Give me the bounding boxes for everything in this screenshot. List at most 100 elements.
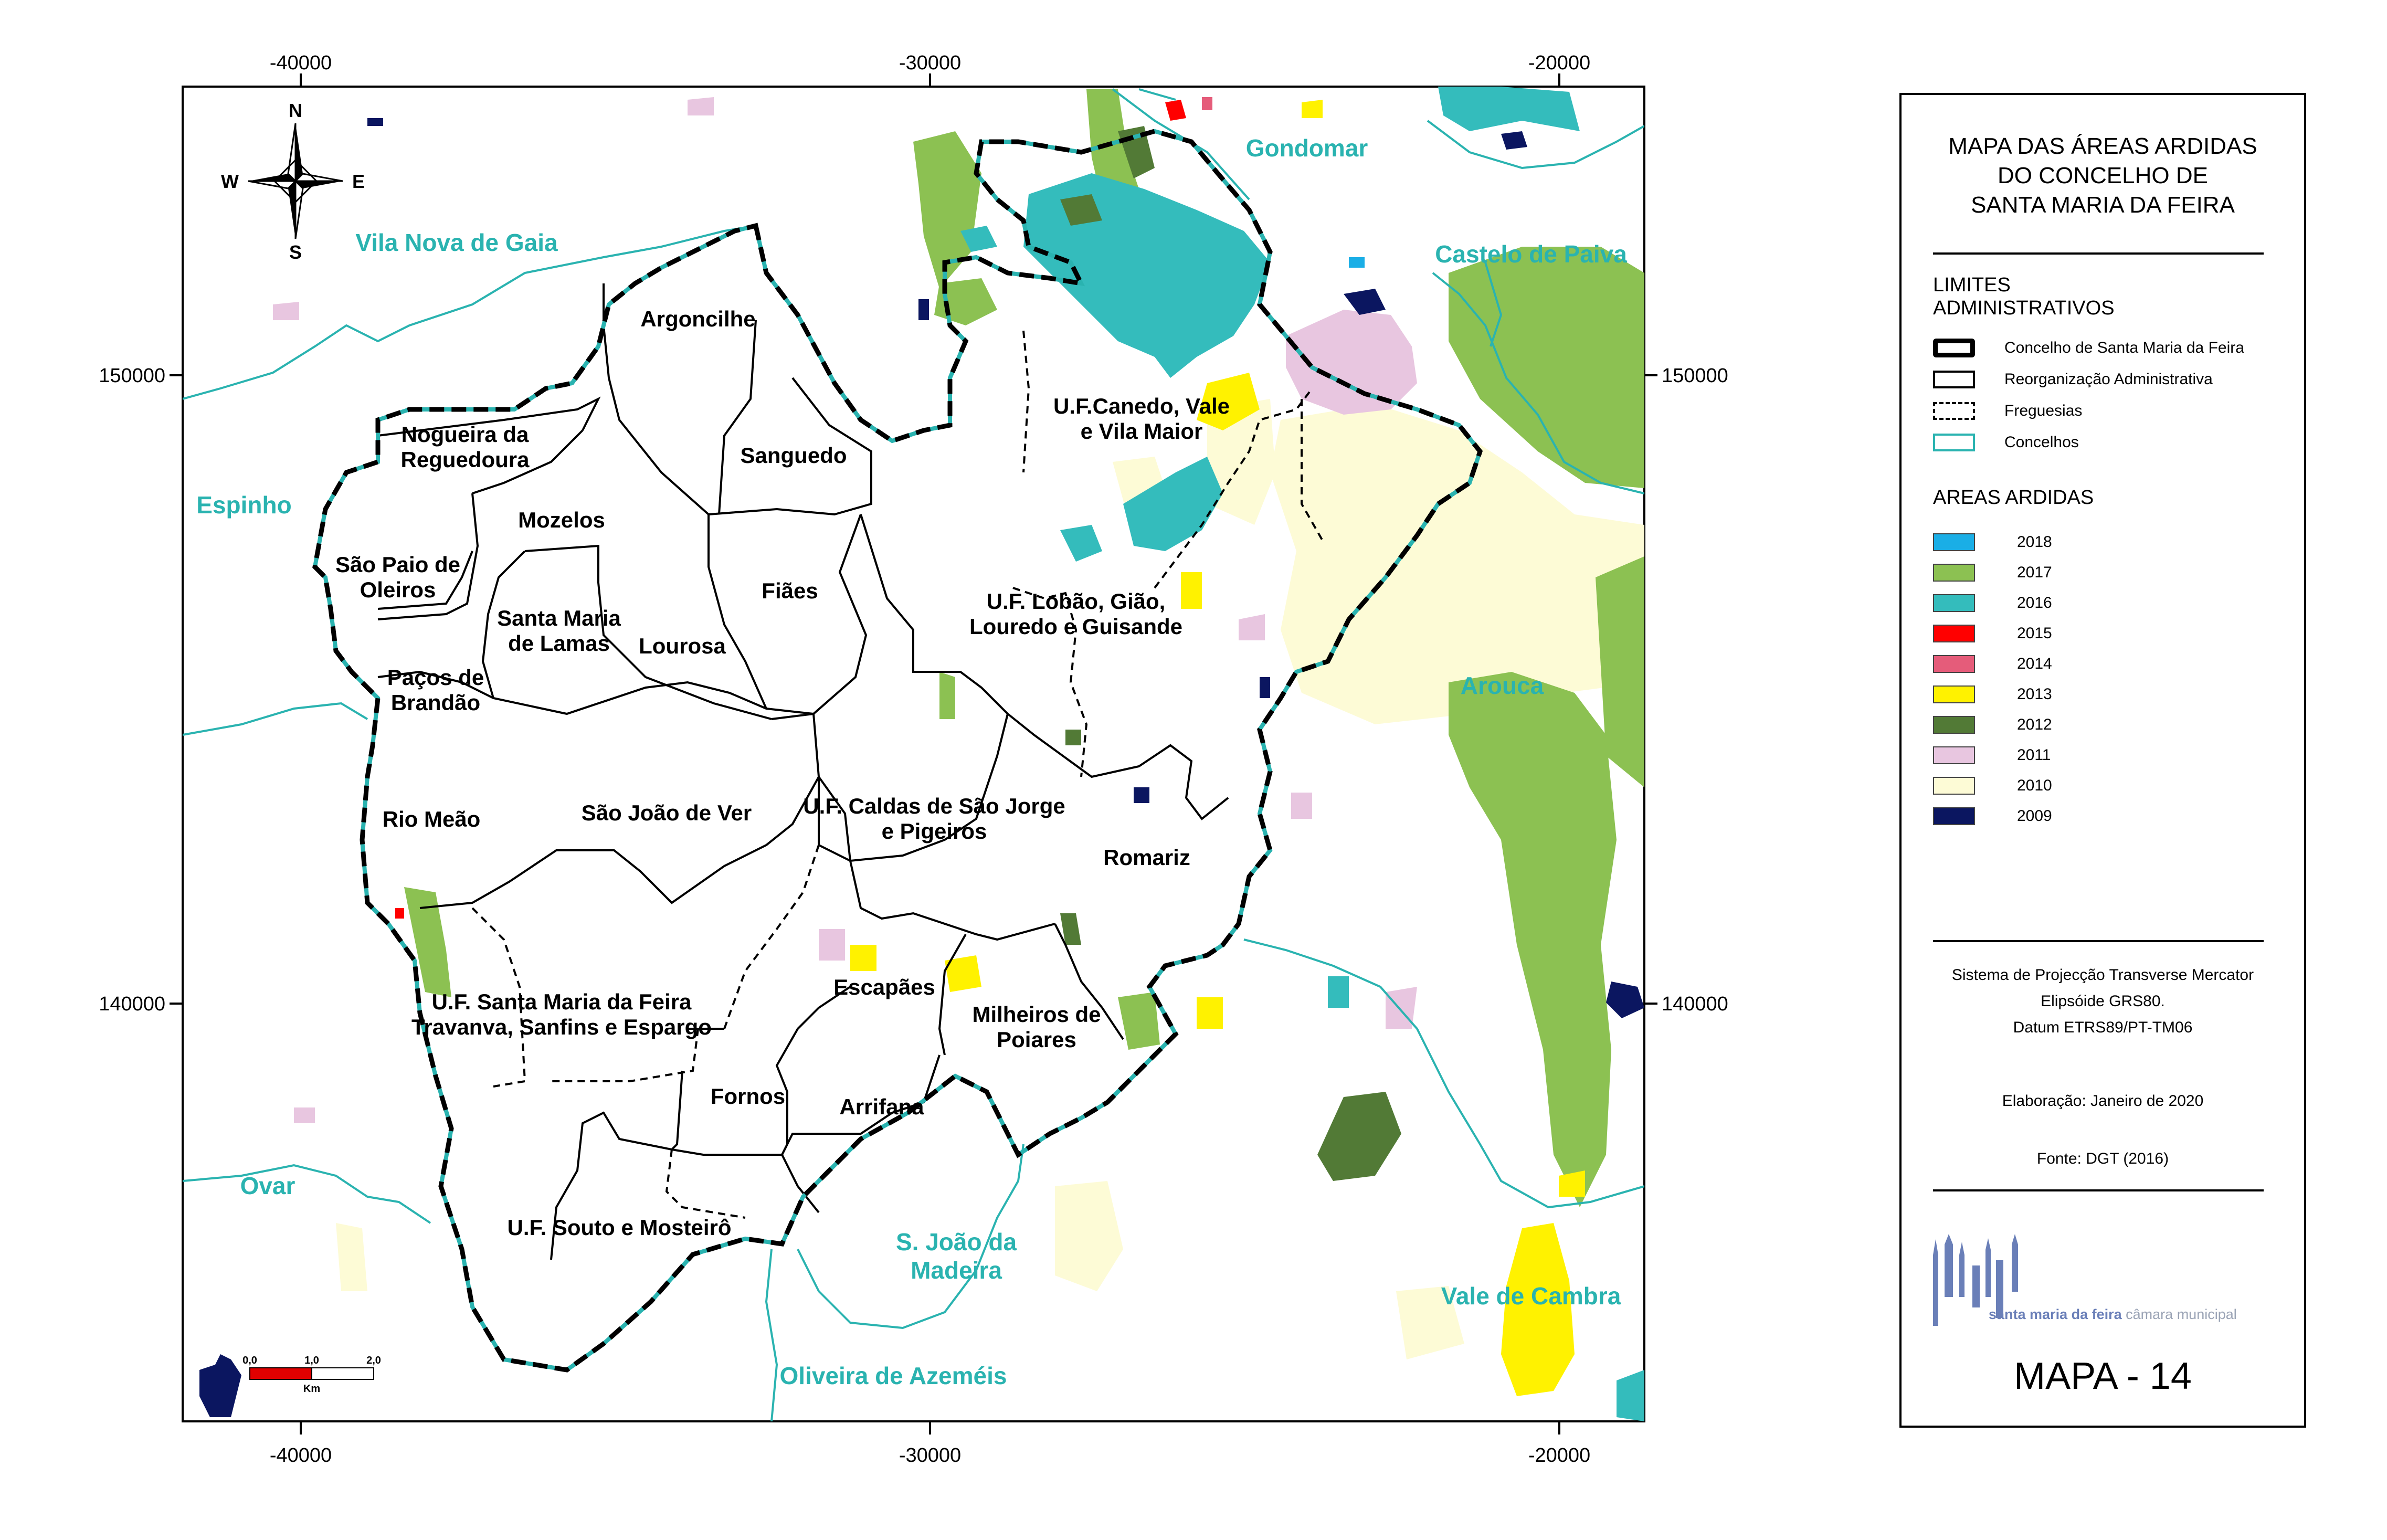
parish-label-line: Paços de	[387, 665, 484, 690]
burned-area-2017	[1449, 247, 1644, 488]
limits-heading-line: LIMITES	[1933, 274, 2011, 296]
axis-tick-labels: -40000 -30000 -20000 -40000 -30000 -2000…	[99, 52, 1728, 1467]
parish-label-line: Arrifana	[839, 1094, 924, 1119]
y-tick-right: 140000	[1662, 993, 1728, 1015]
parish-label-line: Nogueira da	[402, 422, 529, 447]
burned-areas-layer	[183, 87, 1644, 1421]
burned-area-2013	[1197, 997, 1223, 1029]
concelho-label-sjm: S. João da Madeira	[896, 1228, 1017, 1284]
burned-area-2013	[1559, 1170, 1585, 1197]
parish-label-line: U.F.Canedo, Vale	[1053, 394, 1230, 418]
legend-divider	[1933, 1189, 2264, 1191]
parish-label-line: Sanguedo	[740, 443, 847, 468]
parish-label-line: U.F. Lobão, Gião,	[987, 589, 1166, 614]
parish-label-line: Fornos	[711, 1084, 785, 1109]
parish-label-line: São Paio de	[335, 552, 460, 577]
burned-area-2011	[273, 302, 299, 320]
parish-label-line: Reguedoura	[400, 447, 530, 472]
year-row: 2018	[1933, 531, 2052, 554]
year-swatch	[1933, 625, 1975, 642]
parish-label-sao-joao-ver: São João de Ver	[582, 800, 752, 825]
burned-area-2011	[294, 1107, 315, 1123]
parish-label-line: e Vila Maior	[1081, 419, 1203, 444]
parish-label-pacos: Paços de Brandão	[387, 665, 484, 715]
date-info: Elaboração: Janeiro de 2020	[2002, 1092, 2204, 1110]
x-tick-bottom: -30000	[899, 1444, 961, 1467]
municipality-logo-text: santa maria da feira câmara municipal	[1989, 1306, 2237, 1323]
concelho-label-arouca: Arouca	[1461, 672, 1544, 699]
burned-area-2016	[1023, 173, 1270, 378]
burned-area-2009	[918, 299, 929, 320]
concelho-label-line: Ovar	[240, 1172, 295, 1199]
x-tick-top: -30000	[899, 52, 961, 74]
parish-label-milheiros: Milheiros de Poiares	[972, 1002, 1101, 1052]
limit-symbol-teal	[1933, 434, 1975, 451]
concelho-label-line: Madeira	[911, 1257, 1002, 1284]
limits-heading-line: ADMINISTRATIVOS	[1933, 297, 2115, 319]
legend-panel: MAPA DAS ÁREAS ARDIDAS DO CONCELHO DE SA…	[1899, 93, 2306, 1428]
x-tick-bottom: -20000	[1528, 1444, 1590, 1467]
concelho-label-paiva: Castelo de Paiva	[1435, 240, 1627, 268]
parish-label-line: e Pigeiros	[882, 819, 987, 843]
y-tick-right: 150000	[1662, 365, 1728, 387]
year-label: 2017	[2017, 564, 2052, 581]
burned-area-2015	[395, 908, 404, 919]
burned-area-2016	[1328, 976, 1349, 1008]
concelho-label-cambra: Vale de Cambra	[1441, 1282, 1621, 1310]
legend-title-line: DO CONCELHO DE	[1998, 163, 2208, 188]
map-frame	[182, 86, 1645, 1422]
year-swatch	[1933, 533, 1975, 551]
burned-area-2017	[1596, 556, 1644, 787]
compass-east: E	[352, 171, 365, 192]
burned-area-2011	[688, 97, 714, 115]
burned-area-2009	[1344, 289, 1386, 315]
parish-label-canedo: U.F.Canedo, Vale e Vila Maior	[1053, 394, 1230, 444]
parish-label-line: Santa Maria	[497, 606, 621, 630]
burned-area-2011	[1291, 793, 1312, 819]
concelho-labels: Vila Nova de Gaia Gondomar Castelo de Paiv…	[196, 134, 1627, 1389]
legend-title-line: MAPA DAS ÁREAS ARDIDAS	[1948, 133, 2257, 159]
legend-title-line: SANTA MARIA DA FEIRA	[1971, 192, 2235, 218]
limit-row-concelho: Concelho de Santa Maria da Feira	[1933, 336, 2244, 360]
x-tick-top: -20000	[1528, 52, 1590, 74]
year-row: 2014	[1933, 652, 2052, 676]
concelho-label-line: Vila Nova de Gaia	[355, 229, 558, 256]
compass-west: W	[221, 171, 239, 192]
year-swatch	[1933, 564, 1975, 582]
year-swatch	[1933, 594, 1975, 612]
concelho-label-line: S. João da	[896, 1228, 1017, 1256]
parish-label-line: Escapães	[833, 975, 935, 999]
limit-symbol-dashed	[1933, 402, 1975, 420]
burned-area-2009	[1606, 982, 1644, 1018]
year-row: 2010	[1933, 774, 2052, 797]
burned-area-2017	[939, 672, 955, 719]
year-label: 2009	[2017, 807, 2052, 825]
x-tick-bottom: -40000	[270, 1444, 332, 1467]
parish-label-line: Louredo e Guisande	[969, 614, 1182, 639]
legend-title: MAPA DAS ÁREAS ARDIDAS DO CONCELHO DE SA…	[1902, 132, 2304, 220]
parish-label-rio-meao: Rio Meão	[383, 807, 481, 831]
burned-area-2010	[1055, 1181, 1123, 1291]
concelho-label-line: Oliveira de Azeméis	[780, 1362, 1007, 1389]
parish-label-line: U.F. Caldas de São Jorge	[803, 794, 1065, 818]
year-row: 2009	[1933, 805, 2052, 828]
parish-label-line: Rio Meão	[383, 807, 481, 831]
burned-area-2016	[1617, 1370, 1644, 1421]
parish-label-line: Milheiros de	[972, 1002, 1101, 1027]
burned-area-2013	[945, 955, 981, 992]
parish-labels: Argoncilhe Nogueira da Reguedoura Sanguedo U…	[335, 307, 1230, 1240]
burned-area-2013	[1197, 373, 1260, 430]
parish-label-argoncilhe: Argoncilhe	[640, 307, 755, 331]
concelho-label-espinho: Espinho	[196, 491, 291, 519]
parish-label-sao-paio: São Paio de Oleiros	[335, 552, 460, 602]
parish-label-fiaes: Fiães	[762, 578, 818, 603]
burned-area-2014	[1202, 97, 1212, 110]
concelhos-boundaries	[183, 88, 1644, 1421]
scale-decoration-icon	[199, 1354, 241, 1417]
year-label: 2010	[2017, 777, 2052, 794]
burned-area-2011	[1239, 614, 1265, 640]
burned-area-2016	[1123, 457, 1223, 551]
year-row: 2011	[1933, 744, 2051, 767]
year-label: 2013	[2017, 685, 2052, 703]
burned-area-2012	[1060, 913, 1081, 945]
